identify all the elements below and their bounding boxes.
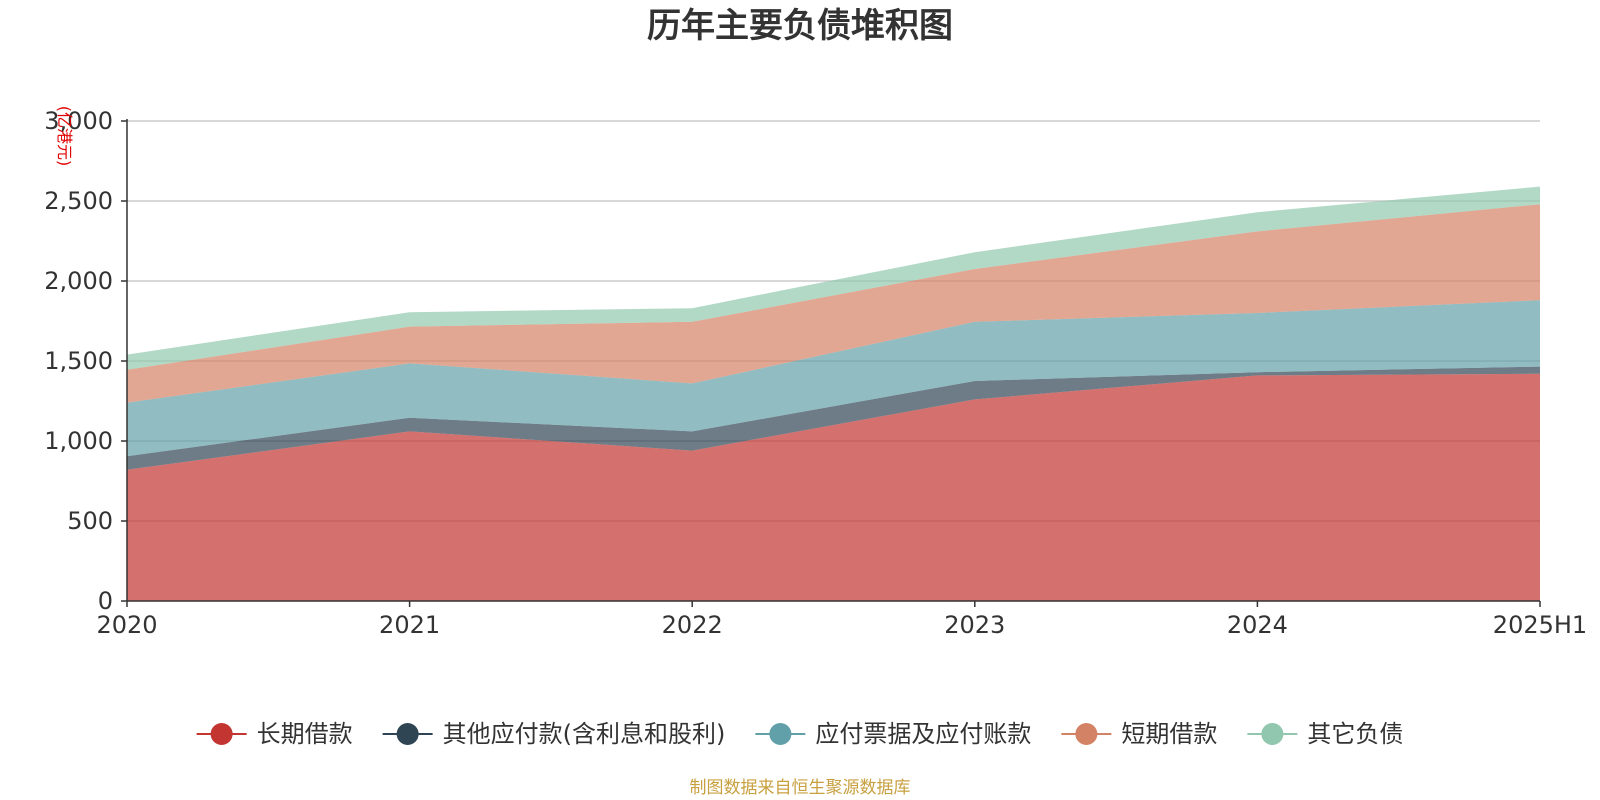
axes: 0 500 1,000 1,500 2,000 2,500 3,000 2020 2021 202… xyxy=(44,107,1587,639)
legend-item-3: 应付票据及应付账款 xyxy=(755,720,1031,748)
legend-marker xyxy=(1261,723,1284,745)
legend-marker xyxy=(210,723,233,745)
legend-marker xyxy=(396,723,419,745)
x-tick-label: 2020 xyxy=(96,611,157,639)
area-series-2 xyxy=(127,366,1540,470)
legend-item-1: 长期借款 xyxy=(196,720,353,748)
x-tick-label: 2024 xyxy=(1227,611,1288,639)
chart-title: 历年主要负债堆积图 xyxy=(647,6,953,46)
y-tick-label: 2,500 xyxy=(44,187,113,215)
area-series-1 xyxy=(127,373,1540,601)
legend-item-2: 其他应付款(含利息和股利) xyxy=(382,720,726,748)
area-series-layer xyxy=(127,186,1540,601)
y-tick-label: 1,000 xyxy=(44,427,113,455)
legend-marker xyxy=(1075,723,1098,745)
legend-item-4: 短期借款 xyxy=(1061,720,1217,748)
area-series-3 xyxy=(127,300,1540,457)
y-unit-label: (亿港元) xyxy=(55,106,74,167)
y-tick-label: 0 xyxy=(98,587,113,615)
x-tick-label: 2021 xyxy=(379,611,440,639)
legend-marker xyxy=(769,723,792,745)
legend-label: 应付票据及应付账款 xyxy=(815,720,1031,748)
x-tick-label: 2022 xyxy=(662,611,723,639)
legend-label: 短期借款 xyxy=(1121,720,1217,748)
legend-item-5: 其它负债 xyxy=(1247,720,1403,748)
x-tick-label: 2025H1 xyxy=(1493,611,1587,639)
legend-label: 其他应付款(含利息和股利) xyxy=(443,720,726,748)
y-tick-label: 500 xyxy=(67,507,113,535)
x-tick-label: 2023 xyxy=(944,611,1005,639)
legend-label: 长期借款 xyxy=(257,720,353,748)
source-note: 制图数据来自恒生聚源数据库 xyxy=(690,778,911,798)
y-tick-label: 2,000 xyxy=(44,267,113,295)
area-series-5 xyxy=(127,186,1540,370)
y-tick-label: 3,000 xyxy=(44,107,113,135)
legend-label: 其它负债 xyxy=(1307,720,1403,748)
y-tick-label: 1,500 xyxy=(44,347,113,375)
area-series-4 xyxy=(127,204,1540,403)
legend: 长期借款 其他应付款(含利息和股利) 应付票据及应付账款 短期借款 其它负债 xyxy=(196,720,1403,748)
